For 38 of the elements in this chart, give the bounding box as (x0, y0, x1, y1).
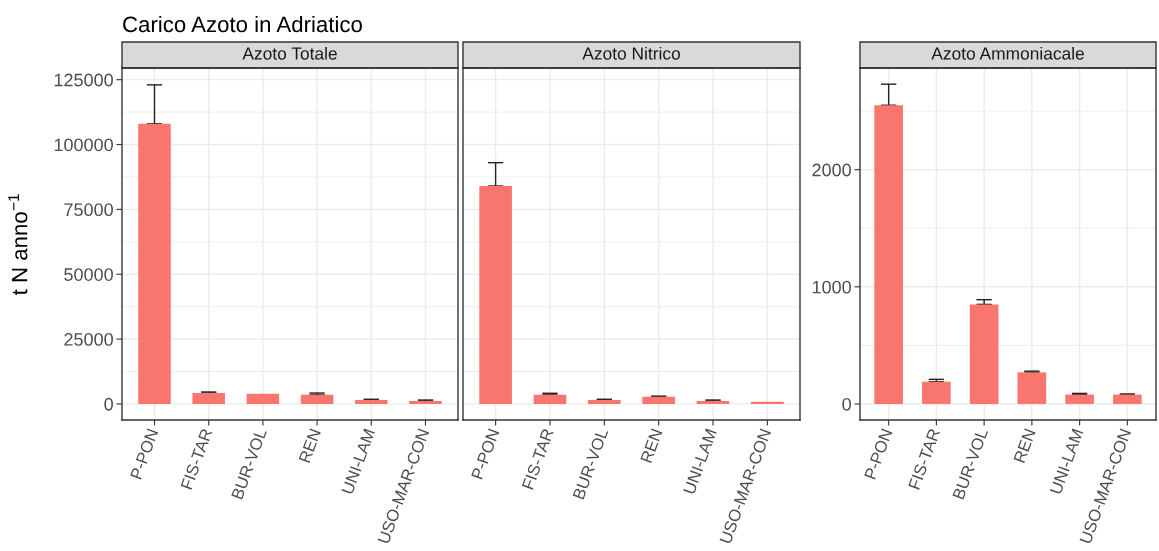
y-tick-label: 50000 (64, 268, 113, 281)
bar (874, 105, 903, 404)
y-tick-label: 1000 (812, 280, 851, 294)
y-tick-label: 100000 (54, 138, 113, 152)
bar (138, 123, 171, 404)
bar (192, 393, 225, 404)
bar (533, 394, 567, 404)
x-tick-label: P-PON (471, 428, 500, 480)
bar (588, 400, 621, 404)
y-tick-label: 25000 (64, 333, 113, 346)
chart-subtitle: Azoto Ammoniacale (931, 46, 1084, 60)
y-tick-label: 2000 (812, 163, 851, 177)
x-tick-label: REN (1013, 428, 1036, 463)
bar (479, 186, 512, 404)
y-tick-label: 125000 (54, 73, 113, 87)
bar (751, 401, 784, 404)
bar (969, 304, 999, 404)
y-tick-label: 0 (104, 397, 113, 411)
bar (355, 400, 388, 404)
bar (696, 401, 730, 404)
chart-subtitle: Azoto Nitrico (582, 46, 680, 60)
y-tick-label: 0 (842, 397, 851, 411)
bar (1065, 394, 1094, 404)
y-axis-title: t N anno$^{−1}$ (8, 194, 28, 295)
y-tick-label: 75000 (64, 203, 113, 217)
bar (300, 394, 334, 404)
x-tick-label: P-PON (864, 428, 893, 480)
x-tick-label: REN (640, 428, 663, 463)
bar (1017, 372, 1047, 404)
x-tick-label: REN (298, 428, 321, 463)
bar (922, 381, 951, 404)
x-tick-label: P-PON (130, 428, 159, 480)
chart-title: Carico Azoto in Adriatico (123, 15, 362, 33)
bar (642, 396, 675, 404)
bar (409, 401, 442, 404)
bar (1113, 394, 1142, 404)
bar (246, 393, 280, 404)
chart-subtitle: Azoto Totale (242, 46, 337, 60)
